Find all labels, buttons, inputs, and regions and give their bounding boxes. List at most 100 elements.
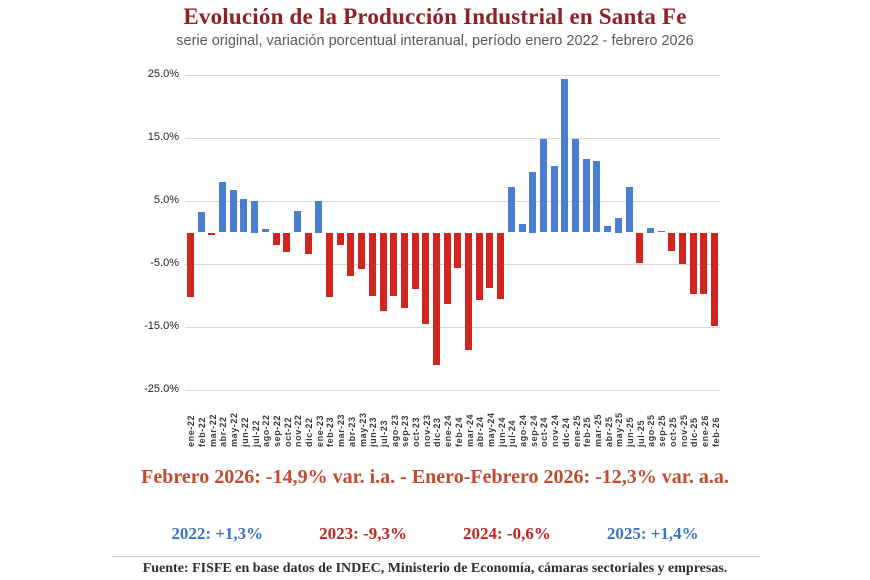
x-axis-label: sep-22: [271, 414, 282, 447]
bar: [486, 232, 494, 288]
gridline: [185, 75, 720, 76]
bar: [208, 232, 216, 235]
x-axis-label: ene-25: [571, 414, 582, 447]
bar: [572, 139, 580, 233]
x-axis-label: may-23: [357, 412, 368, 447]
x-axis-label: dic-22: [304, 417, 315, 447]
year-summary-item: 2024: -0,6%: [463, 524, 551, 543]
y-axis-label: -15.0%: [144, 320, 179, 332]
x-axis-label: may-22: [229, 412, 240, 447]
y-axis-label: -5.0%: [150, 257, 179, 269]
x-axis-label: oct-23: [411, 416, 422, 447]
bar: [304, 232, 312, 254]
x-axis-label: may-24: [485, 412, 496, 447]
bar: [422, 232, 430, 324]
bar: [347, 232, 355, 276]
x-axis-label: may-25: [614, 412, 625, 447]
bar: [465, 232, 473, 350]
bar: [443, 232, 451, 305]
x-axis-label: mar-23: [336, 413, 347, 447]
x-axis-label: jul-22: [250, 419, 261, 447]
bar: [336, 232, 344, 246]
x-axis-label: ago-24: [518, 414, 529, 447]
x-axis-label: mar-24: [464, 413, 475, 447]
x-axis-label: dic-24: [560, 417, 571, 447]
x-axis-label: oct-24: [539, 416, 550, 447]
bar: [529, 172, 537, 233]
x-axis-label: feb-26: [710, 416, 721, 447]
x-axis-label: jun-24: [496, 416, 507, 447]
gridline: [185, 390, 720, 391]
bar: [433, 232, 440, 365]
bar: [636, 232, 644, 264]
bar: [497, 232, 505, 299]
chart-title: Evolución de la Producción Industrial en…: [183, 4, 687, 29]
bar: [251, 201, 258, 233]
bar: [689, 232, 697, 294]
bar: [240, 199, 248, 233]
bar: [475, 232, 483, 300]
bar: [711, 232, 719, 327]
x-axis-label: abr-22: [218, 416, 229, 447]
x-axis-label: sep-23: [400, 414, 411, 447]
bar: [186, 232, 194, 298]
x-axis-label: nov-24: [550, 414, 561, 447]
year-summary: 2022: +1,3% 2023: -9,3% 2024: -0,6% 2025: +…: [0, 524, 870, 544]
x-axis-label: oct-22: [282, 416, 293, 447]
bar: [539, 139, 547, 233]
chart-subtitle: serie original, variación porcentual int…: [176, 33, 694, 49]
bar: [197, 211, 205, 233]
x-axis-label: oct-25: [667, 416, 678, 447]
bar: [315, 201, 323, 233]
x-axis-label: feb-22: [197, 416, 208, 447]
bar: [700, 232, 708, 294]
gridline: [185, 201, 720, 202]
bar: [229, 189, 237, 233]
bar: [679, 232, 687, 264]
gridline: [185, 327, 720, 328]
bar: [358, 232, 366, 269]
bar: [646, 227, 654, 233]
bar: [593, 161, 601, 233]
x-axis-label: mar-25: [592, 413, 603, 447]
x-axis-label: feb-25: [582, 416, 593, 447]
bar: [218, 182, 226, 233]
bar: [261, 228, 269, 233]
year-summary-item: 2023: -9,3%: [319, 524, 407, 543]
x-axis-label: ago-25: [646, 414, 657, 447]
bar: [390, 232, 398, 297]
bar: [582, 158, 590, 233]
x-axis-label: abr-23: [346, 416, 357, 447]
bar: [400, 232, 408, 308]
x-axis-label: jul-23: [378, 419, 389, 447]
x-axis-label: ene-26: [699, 414, 710, 447]
bar: [668, 232, 676, 251]
x-axis-label: sep-24: [528, 414, 539, 447]
x-axis-label: jul-25: [635, 419, 646, 447]
x-axis-label: feb-24: [453, 416, 464, 447]
bar: [272, 232, 280, 245]
y-axis-label: 15.0%: [147, 131, 179, 143]
year-summary-item: 2022: +1,3%: [171, 524, 264, 543]
bar: [326, 232, 333, 298]
x-axis-label: abr-24: [475, 416, 486, 447]
bar: [379, 232, 387, 311]
bar: [550, 166, 558, 233]
source-note: Fuente: FISFE en base datos de INDEC, Mi…: [142, 561, 728, 576]
bar: [625, 187, 633, 233]
x-axis-label: dic-25: [689, 417, 700, 447]
x-axis-label: ene-24: [443, 414, 454, 447]
x-axis-label: mar-22: [207, 413, 218, 447]
bar: [368, 232, 376, 296]
y-axis-label: 25.0%: [147, 68, 179, 80]
bar: [604, 225, 612, 233]
x-axis-label: ago-23: [389, 414, 400, 447]
x-axis-label: abr-25: [603, 416, 614, 447]
x-axis-label: nov-25: [678, 414, 689, 447]
bar: [283, 232, 291, 252]
x-axis-label: ago-22: [261, 414, 272, 447]
x-axis-label: jun-23: [368, 416, 379, 447]
bar: [518, 224, 526, 233]
x-axis-label: jun-25: [625, 416, 636, 447]
